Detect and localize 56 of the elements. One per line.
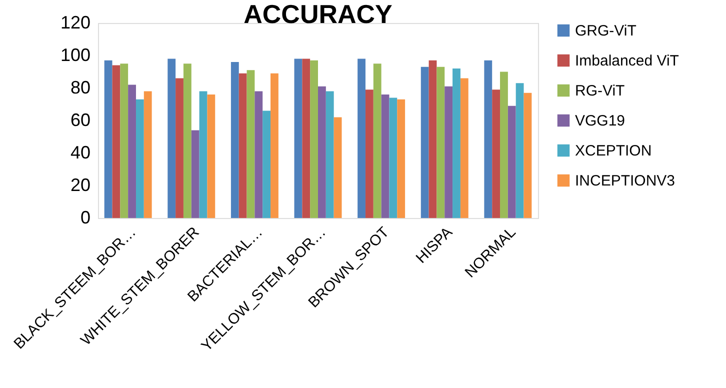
chart-title: ACCURACY (244, 0, 392, 29)
bar (436, 66, 445, 218)
y-tick-label: 0 (80, 208, 90, 228)
bar (389, 98, 398, 218)
bar (310, 60, 318, 218)
y-tick-label: 100 (60, 45, 90, 65)
bar (460, 78, 468, 218)
bar (207, 94, 216, 218)
bar (112, 65, 120, 218)
bar (230, 62, 239, 218)
bar (444, 86, 453, 218)
y-tick-label: 120 (60, 12, 90, 32)
bar (500, 72, 508, 218)
bar (176, 78, 184, 218)
bar (381, 94, 390, 218)
legend-label: RG-ViT (575, 82, 625, 100)
bar (294, 58, 302, 218)
bar (516, 83, 524, 218)
legend-label: XCEPTION (575, 142, 652, 160)
bar (428, 60, 437, 218)
bar (262, 110, 271, 218)
bar (120, 64, 128, 218)
legend-label: INCEPTIONV3 (575, 172, 676, 190)
legend-label: Imbalanced ViT (575, 52, 679, 70)
y-tick-label: 60 (70, 110, 90, 130)
bar (318, 86, 326, 218)
bar (373, 64, 382, 218)
bar (326, 91, 334, 218)
bar (144, 91, 152, 218)
bar (168, 58, 176, 218)
bar (484, 60, 492, 218)
bar (334, 117, 342, 218)
legend-label: VGG19 (575, 112, 626, 130)
bar (492, 90, 500, 218)
legend-label: GRG-ViT (575, 22, 636, 40)
bar (254, 91, 263, 218)
bar (524, 92, 532, 218)
bar (508, 106, 516, 218)
y-tick-label: 40 (70, 142, 90, 162)
y-tick-label: 20 (70, 175, 90, 195)
bar (302, 58, 310, 218)
bar (452, 68, 460, 218)
bar (136, 99, 144, 218)
bar (246, 70, 255, 218)
bar (238, 73, 247, 218)
bar (420, 66, 429, 218)
y-tick-label: 80 (70, 78, 90, 98)
bar (358, 58, 366, 218)
bar (397, 99, 406, 218)
bar (104, 60, 112, 218)
bar (199, 91, 208, 218)
bar (270, 73, 278, 218)
bar (191, 130, 200, 218)
bar (183, 64, 192, 218)
bar (365, 90, 374, 218)
bar (128, 84, 136, 218)
